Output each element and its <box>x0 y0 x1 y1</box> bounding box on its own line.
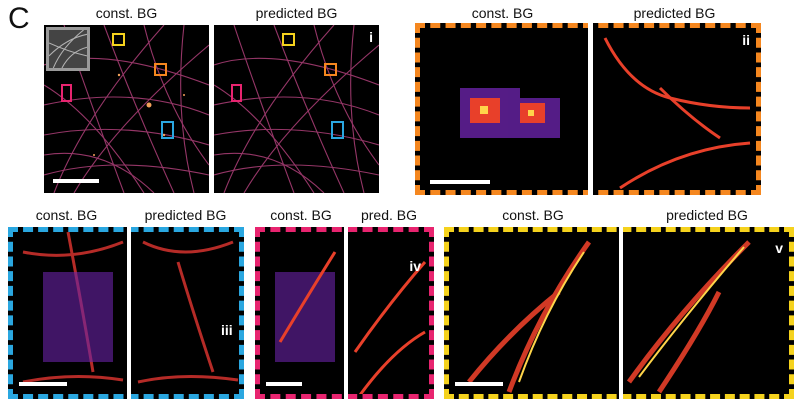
panel-ii-left-title: const. BG <box>471 5 534 21</box>
panel-v-label: v <box>775 240 783 256</box>
panel-iii-label: iii <box>221 322 233 338</box>
orange-roi-box <box>324 63 337 76</box>
panel-iii-right-title: predicted BG <box>144 207 227 223</box>
orange-roi-box <box>154 63 167 76</box>
panel-ii-image <box>460 37 751 190</box>
panel-v-frame: v <box>444 227 794 399</box>
panel-v-divider <box>619 227 623 399</box>
microtubule-network-image <box>214 25 379 193</box>
pink-roi-box <box>61 84 72 102</box>
scale-bar <box>19 382 67 386</box>
panel-iv-right-title: pred. BG <box>360 207 418 223</box>
scale-bar <box>455 382 503 386</box>
blue-roi-box <box>161 121 174 139</box>
scale-bar <box>430 180 490 184</box>
panel-iv-divider <box>344 227 348 399</box>
widefield-inset-image <box>46 27 90 71</box>
panel-iii-divider <box>127 227 131 399</box>
panel-iii-frame: iii <box>8 227 244 399</box>
panel-iv-image <box>275 251 427 394</box>
panel-i-const-bg-image <box>44 25 209 193</box>
panel-iii-image <box>22 232 239 384</box>
panel-i-label: i <box>369 29 373 45</box>
panel-i-right-title: predicted BG <box>255 5 338 21</box>
panel-v-image <box>467 240 751 394</box>
panel-i-left-title: const. BG <box>95 5 158 21</box>
scale-bar <box>53 179 99 183</box>
yellow-roi-box <box>282 33 295 46</box>
panel-letter: C <box>8 2 30 35</box>
pink-roi-box <box>231 84 242 102</box>
yellow-roi-box <box>112 33 125 46</box>
panel-ii-divider <box>588 23 593 195</box>
panel-ii-right-title: predicted BG <box>633 5 716 21</box>
panel-iv-left-title: const. BG <box>270 207 332 223</box>
blue-roi-box <box>331 121 344 139</box>
microtubule-network-image <box>44 25 209 193</box>
panel-v-left-title: const. BG <box>502 207 564 223</box>
panel-ii-frame: ii <box>415 23 761 195</box>
panel-ii-label: ii <box>742 32 750 48</box>
scale-bar <box>266 382 302 386</box>
panel-iv-frame: iv <box>255 227 434 399</box>
panel-v-right-title: predicted BG <box>666 207 748 223</box>
panel-i-predicted-bg-image: i <box>214 25 379 193</box>
panel-iv-label: iv <box>409 258 421 274</box>
panel-iii-left-title: const. BG <box>35 207 98 223</box>
